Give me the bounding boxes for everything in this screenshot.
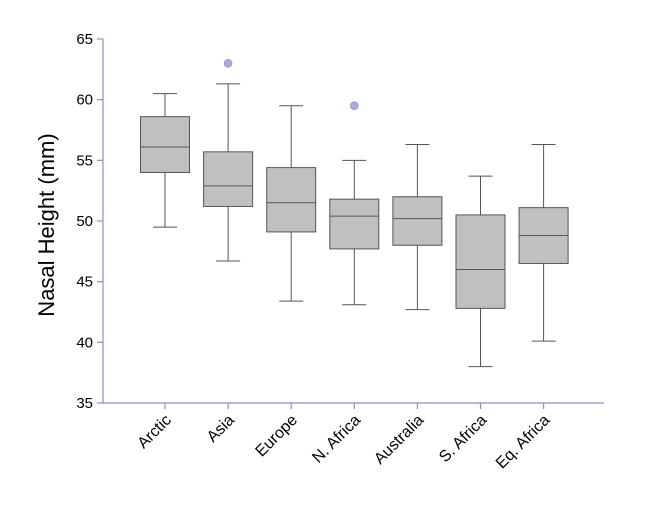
boxes	[140, 58, 569, 368]
x-label-australia: Australia	[371, 412, 427, 468]
x-label-europe: Europe	[253, 412, 302, 461]
y-axis-title: Nasal Height (mm)	[34, 133, 59, 316]
iqr-box-s-africa	[455, 214, 506, 309]
y-tick-label-40: 40	[76, 334, 93, 351]
x-label-n-africa: N. Africa	[309, 412, 364, 467]
box-n-africa	[329, 101, 380, 306]
box-arctic	[140, 93, 190, 228]
x-label-arctic: Arctic	[135, 412, 175, 452]
x-label-s-africa: S. Africa	[436, 412, 490, 466]
iqr-box-asia	[203, 151, 254, 207]
box-asia	[203, 58, 254, 262]
axes: 35 40 45 50 55 60 65	[76, 31, 604, 412]
x-label-eq-africa: Eq. Africa	[493, 412, 554, 473]
y-tick-label-60: 60	[76, 92, 93, 109]
outlier-asia-0	[223, 58, 233, 68]
x-label-asia: Asia	[204, 412, 238, 446]
y-tick-label-65: 65	[76, 31, 93, 48]
iqr-box-australia	[392, 196, 443, 246]
box-s-africa	[455, 175, 506, 368]
y-tick-label-45: 45	[76, 274, 93, 291]
y-tick-label-35: 35	[76, 395, 93, 412]
outlier-n-africa-0	[349, 101, 359, 111]
y-tick-label-50: 50	[76, 213, 93, 230]
box-europe	[266, 105, 317, 302]
box-australia	[392, 144, 443, 311]
iqr-box-arctic	[140, 116, 190, 173]
iqr-box-europe	[266, 167, 317, 233]
iqr-box-n-africa	[329, 198, 380, 250]
box-eq-africa	[518, 144, 569, 342]
labels: Arctic Asia Europe N. Africa Australia S. Afr…	[135, 412, 554, 473]
y-tick-label-55: 55	[76, 152, 93, 169]
